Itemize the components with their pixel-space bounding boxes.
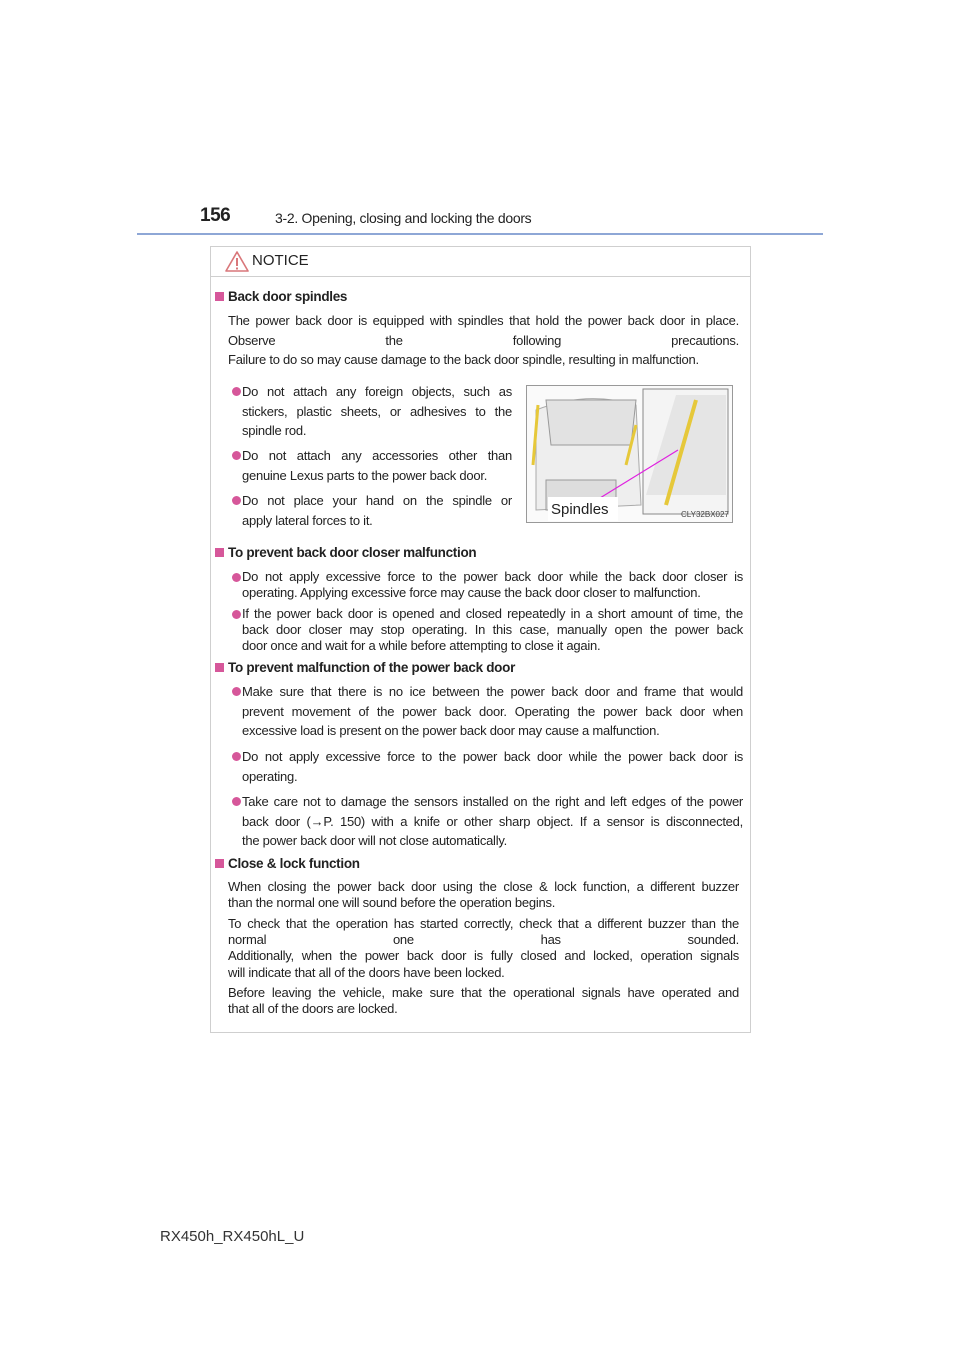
text-line: normal one has sounded. bbox=[228, 932, 739, 948]
text-line: than the normal one will sound before th… bbox=[228, 895, 556, 911]
text-line: prevent movement of the power back door.… bbox=[242, 703, 743, 719]
text-line: Observe the following precautions. bbox=[228, 332, 739, 348]
text-line: back door closer may stop operating. In … bbox=[242, 622, 743, 638]
warning-triangle-icon bbox=[225, 251, 249, 272]
paragraph: The power back door is equipped with spi… bbox=[228, 311, 739, 370]
bullet-item: Make sure that there is no ice between t… bbox=[232, 682, 743, 741]
section-heading: Back door spindles bbox=[215, 289, 347, 304]
text-line: Do not attach any foreign objects, such … bbox=[242, 384, 512, 399]
round-bullet-icon bbox=[232, 496, 241, 506]
bullet-item: Take care not to damage the sensors inst… bbox=[232, 792, 743, 851]
text-line: Do not apply excessive force to the powe… bbox=[242, 569, 743, 584]
text-line: Do not place your hand on the spindle or bbox=[242, 493, 512, 508]
paragraph: Before leaving the vehicle, make sure th… bbox=[228, 985, 739, 1017]
text-line: back door (→P. 150) with a knife or othe… bbox=[242, 813, 743, 829]
text-line: Do not attach any accessories other than bbox=[242, 448, 512, 463]
section-heading: To prevent back door closer malfunction bbox=[215, 545, 477, 560]
text-line: Take care not to damage the sensors inst… bbox=[242, 794, 743, 809]
text-line: The power back door is equipped with spi… bbox=[228, 313, 739, 328]
figure-code: CLY32BX027 bbox=[681, 510, 729, 519]
text-line: spindle rod. bbox=[242, 423, 307, 438]
round-bullet-icon bbox=[232, 687, 241, 697]
square-bullet-icon bbox=[215, 548, 224, 557]
text-line: that all of the doors are locked. bbox=[228, 1001, 398, 1017]
text-line: Before leaving the vehicle, make sure th… bbox=[228, 985, 739, 1000]
round-bullet-icon bbox=[232, 572, 241, 582]
square-bullet-icon bbox=[215, 859, 224, 868]
section-heading: Close & lock function bbox=[215, 856, 360, 871]
heading-text: Close & lock function bbox=[228, 856, 360, 871]
text-line: operating. Applying excessive force may … bbox=[242, 585, 701, 601]
text-line: door once and wait for a while before at… bbox=[242, 638, 601, 654]
notice-header bbox=[210, 246, 751, 277]
square-bullet-icon bbox=[215, 292, 224, 301]
text-line: Make sure that there is no ice between t… bbox=[242, 684, 743, 699]
text-line: the power back door will not close autom… bbox=[242, 833, 507, 848]
text-line: When closing the power back door using t… bbox=[228, 879, 739, 894]
footer-model: RX450h_RX450hL_U bbox=[160, 1228, 305, 1245]
text-line: Failure to do so may cause damage to the… bbox=[228, 352, 699, 367]
bullet-item: Do not attach any accessories other than… bbox=[232, 446, 512, 485]
text-line: will indicate that all of the doors have… bbox=[228, 964, 505, 980]
bullet-item: Do not apply excessive force to the powe… bbox=[232, 569, 743, 601]
text-line: If the power back door is opened and clo… bbox=[242, 606, 743, 621]
round-bullet-icon bbox=[232, 451, 241, 461]
text-line: Do not apply excessive force to the powe… bbox=[242, 749, 743, 764]
section-title: 3-2. Opening, closing and locking the do… bbox=[275, 210, 532, 226]
paragraph: To check that the operation has started … bbox=[228, 916, 739, 981]
page-number: 156 bbox=[200, 205, 231, 226]
bullet-item: Do not place your hand on the spindle or… bbox=[232, 491, 512, 530]
bullet-item: If the power back door is opened and clo… bbox=[232, 606, 743, 655]
bullet-item: Do not apply excessive force to the powe… bbox=[232, 747, 743, 786]
text-line: Additionally, when the power back door i… bbox=[228, 948, 739, 964]
square-bullet-icon bbox=[215, 663, 224, 672]
heading-text: To prevent back door closer malfunction bbox=[228, 545, 477, 560]
text-line: apply lateral forces to it. bbox=[242, 512, 373, 528]
round-bullet-icon bbox=[232, 752, 241, 762]
text-line: To check that the operation has started … bbox=[228, 916, 739, 931]
notice-title: NOTICE bbox=[252, 252, 309, 269]
header-rule bbox=[137, 233, 823, 235]
round-bullet-icon bbox=[232, 609, 241, 619]
spindles-illustration: Spindles CLY32BX027 bbox=[526, 385, 733, 523]
round-bullet-icon bbox=[232, 797, 241, 807]
text-line: excessive load is present on the power b… bbox=[242, 723, 660, 738]
text-line: stickers, plastic sheets, or adhesives t… bbox=[242, 403, 512, 419]
section-heading: To prevent malfunction of the power back… bbox=[215, 660, 515, 675]
text-line: genuine Lexus parts to the power back do… bbox=[242, 467, 488, 483]
heading-text: Back door spindles bbox=[228, 289, 348, 304]
paragraph: When closing the power back door using t… bbox=[228, 879, 739, 911]
figure-label: Spindles bbox=[551, 501, 609, 518]
round-bullet-icon bbox=[232, 387, 241, 397]
heading-text: To prevent malfunction of the power back… bbox=[228, 660, 516, 675]
text-line: operating. bbox=[242, 768, 298, 784]
bullet-item: Do not attach any foreign objects, such … bbox=[232, 382, 512, 441]
